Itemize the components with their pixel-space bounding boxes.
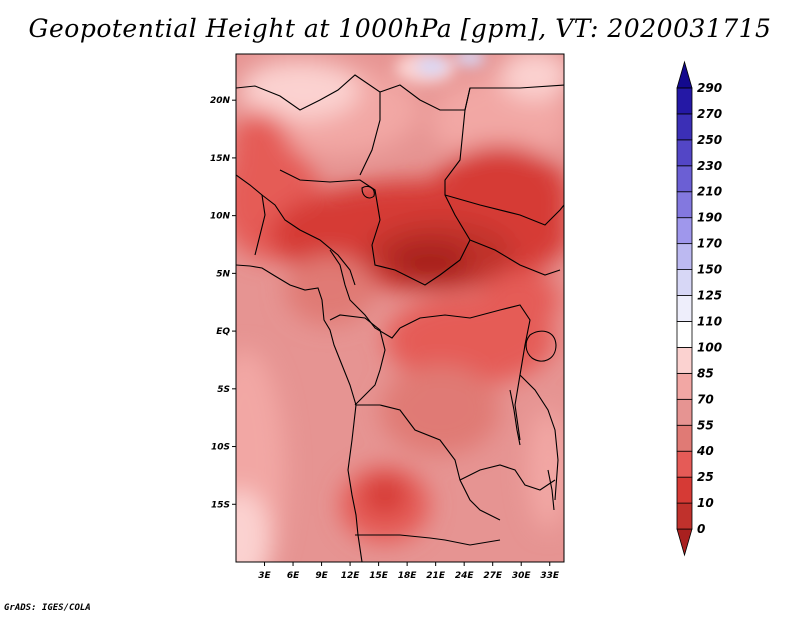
x-tick-label: 18E [398,571,418,581]
credit-text: GrADS: IGES/COLA [4,603,91,613]
blob-drc-south [380,365,500,455]
x-axis: 3E 6E 9E 12E 15E 18E 21E 24E 27E 30E 33E [258,562,560,581]
colorbar-segment [676,87,693,115]
chart-title: Geopotential Height at 1000hPa [gpm], VT… [28,14,772,43]
x-tick-label: 33E [540,571,560,581]
border-south-sudan [469,239,561,276]
border-cameroon [329,249,401,339]
colorbar-label: 110 [697,314,722,328]
colorbar-segment [676,269,693,296]
colorbar-label: 25 [697,470,714,484]
colorbar: 0 10 25 40 55 70 85 100 110 125 150 170 190 210 230 250… [676,60,722,557]
border-angola-south [355,534,501,546]
y-tick-label: EQ [216,327,230,337]
colorbar-segment [676,295,693,322]
y-tick-label: 5N [216,269,230,279]
colorbar-segment [676,60,693,89]
border-zambia [459,464,556,491]
field-blobs [236,54,564,562]
colorbar-segment [676,528,693,557]
x-tick-label: 27E [483,571,503,581]
colorbar-label: 85 [697,366,714,380]
y-tick-label: 15S [211,500,230,510]
x-tick-label: 21E [426,571,446,581]
blob-atlantic-south [236,490,270,562]
colorbar-label: 125 [697,289,722,303]
colorbar-label: 100 [697,340,722,354]
border-nigeria [261,194,356,286]
y-tick-label: 15N [210,154,231,164]
blob-core [390,242,470,282]
coast-west-africa [236,264,363,562]
border-west-coast [236,174,266,256]
boundaries [236,74,564,562]
colorbar-label: 55 [697,418,714,432]
y-tick-label: 10N [210,212,231,222]
blob-mali [236,110,290,190]
colorbar-segment [676,165,693,193]
map-frame [235,53,565,563]
y-tick-label: 10S [211,443,230,453]
x-tick-label: 24E [455,571,475,581]
colorbar-label: 230 [697,159,722,173]
blob-egypt [500,54,564,100]
field-shading [236,54,564,562]
blob-cameroon [285,255,375,325]
border-algeria [236,74,381,176]
border-sudan [444,194,564,226]
y-axis: 20N 15N 10N 5N EQ 5S 10S 15S [210,96,236,510]
colorbar-segment [676,398,693,426]
colorbar-label: 150 [697,263,722,277]
colorbar-segment [676,372,693,400]
colorbar-segment [676,243,693,270]
colorbar-label: 40 [696,444,714,458]
x-tick-label: 15E [369,571,389,581]
border-angola [356,404,501,521]
colorbar-segment [676,450,693,478]
lake-victoria [525,330,557,362]
colorbar-label: 190 [697,211,722,225]
blob-uganda [480,270,560,330]
x-tick-label: 30E [512,571,532,581]
lake-chad [361,185,375,199]
x-tick-label: 3E [258,571,271,581]
high-patch [395,54,485,84]
border-niger-chad [279,87,471,286]
colorbar-segment [676,217,693,245]
colorbar-segment [676,139,693,167]
border-tanzania [519,374,559,501]
colorbar-segment [676,347,693,374]
border-egypt [379,84,564,111]
x-tick-label: 6E [287,571,300,581]
colorbar-label: 250 [697,133,722,147]
colorbar-label: 210 [697,185,722,199]
x-tick-label: 9E [315,571,328,581]
colorbar-label: 270 [697,107,722,121]
colorbar-segment [676,424,693,452]
border-congo [329,314,386,406]
colorbar-label: 170 [697,237,722,251]
colorbar-label: 290 [697,81,722,95]
colorbar-label: 10 [697,496,714,510]
y-tick-label: 20N [210,96,231,106]
colorbar-segment [676,113,693,141]
colorbar-segment [676,191,693,219]
lake-tanganyika [509,389,521,446]
colorbar-segment [676,502,693,530]
colorbar-label: 0 [697,522,705,536]
lake-malawi [547,469,555,511]
border-drc [399,304,531,441]
colorbar-segment [676,321,693,348]
blob-algeria [240,60,360,120]
x-tick-label: 12E [341,571,361,581]
y-tick-label: 5S [217,385,230,395]
colorbar-segment [676,476,693,504]
colorbar-label: 70 [697,392,714,406]
blob-angola-core [363,475,407,515]
